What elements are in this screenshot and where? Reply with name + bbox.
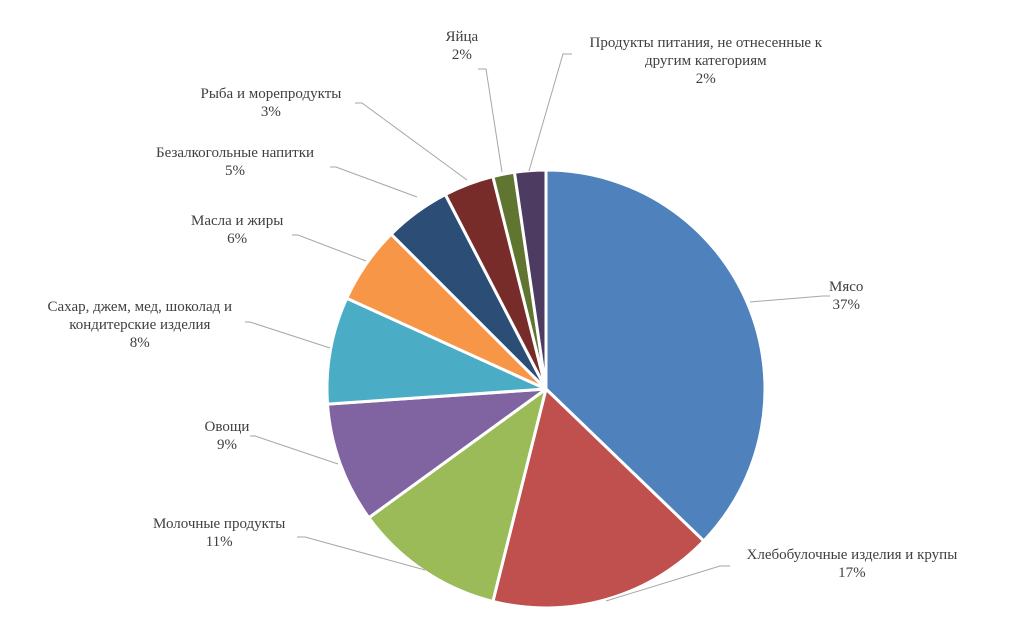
leader-line: [292, 234, 367, 262]
data-label: Сахар, джем, мед, шоколад и кондитерские …: [48, 298, 233, 352]
data-label: Безалкогольные напитки 5%: [156, 144, 314, 180]
data-label-text: Яйца: [445, 29, 479, 45]
data-label-text: Рыба и морепродукты: [200, 86, 342, 102]
data-label: Рыба и морепродукты 3%: [201, 85, 342, 121]
data-label: Молочные продукты 11%: [153, 515, 285, 551]
data-label: Продукты питания, не отнесенные к другим …: [590, 34, 823, 88]
pie-slice: [512, 168, 548, 391]
data-label-percent: 3%: [260, 104, 281, 120]
leader-line: [250, 435, 339, 465]
data-label-text: Овощи: [204, 419, 250, 435]
pie-slices: [325, 168, 767, 610]
data-label: Овощи 9%: [205, 418, 250, 454]
data-label-percent: 2%: [451, 47, 472, 63]
data-label-percent: 8%: [129, 335, 150, 351]
data-label-percent: 9%: [216, 437, 237, 453]
data-label-text: кондитерские изделия: [69, 317, 211, 333]
pie-slice: [326, 387, 548, 520]
leader-line: [478, 68, 503, 173]
leader-line: [245, 321, 331, 349]
data-label: Масла и жиры 6%: [191, 212, 283, 248]
leader-line: [605, 565, 730, 602]
data-label: Мясо 37%: [829, 278, 863, 314]
data-label-percent: 2%: [695, 71, 716, 87]
data-label-percent: 17%: [838, 565, 866, 581]
leader-line: [355, 102, 468, 181]
data-label-percent: 5%: [225, 163, 245, 179]
pie-slice: [367, 387, 548, 603]
data-label-text: Молочные продукты: [153, 516, 286, 532]
data-label-text: Безалкогольные напитки: [156, 145, 315, 161]
leader-line: [749, 295, 830, 303]
leader-line: [330, 166, 418, 198]
data-label-percent: 37%: [832, 297, 860, 313]
data-label: Хлебобулочные изделия и крупы 17%: [747, 546, 958, 582]
leader-lines: [245, 53, 830, 602]
data-label: Яйца 2%: [446, 28, 479, 64]
pie-slice: [325, 296, 548, 406]
data-label-text: Масла и жиры: [191, 213, 284, 229]
data-label-text: Сахар, джем, мед, шоколад и: [47, 299, 233, 315]
pie-slice: [491, 387, 706, 610]
data-label-text: Продукты питания, не отнесенные к: [589, 35, 823, 51]
data-label-percent: 6%: [227, 231, 248, 247]
data-label-text: Хлебобулочные изделия и крупы: [746, 547, 958, 563]
leader-line: [528, 53, 572, 172]
pie-slice: [544, 168, 767, 543]
data-label-text: другим категориям: [644, 53, 767, 69]
data-label-text: Мясо: [829, 279, 864, 295]
data-label-percent: 11%: [205, 534, 233, 550]
leader-line: [297, 536, 426, 571]
